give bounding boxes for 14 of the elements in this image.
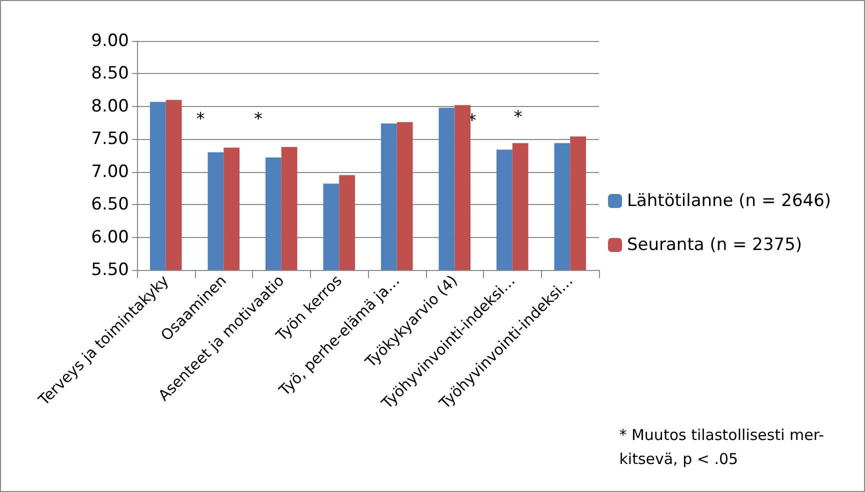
y-tick-label: 7.50 <box>91 129 129 150</box>
y-tick-label: 8.50 <box>91 64 129 84</box>
y-tick-label: 6.00 <box>91 227 129 248</box>
annotation: * <box>196 110 205 130</box>
y-tick-label: 6.50 <box>91 194 129 215</box>
text: * Muutos tilastollisesti mer- kitsevä, p < .05 <box>619 426 824 468</box>
annotation: * <box>254 110 263 130</box>
y-tick-label: 8.00 <box>91 96 129 116</box>
y-tick-label: 7.00 <box>91 162 129 182</box>
legend-label: Seuranta (n = 2375) <box>627 235 802 255</box>
legend-label: Lähtötilanne (n = 2646) <box>627 191 832 211</box>
y-tick-label: 5.50 <box>91 260 129 280</box>
annotation: * <box>514 108 522 128</box>
y-tick-label: 9.00 <box>91 31 129 51</box>
